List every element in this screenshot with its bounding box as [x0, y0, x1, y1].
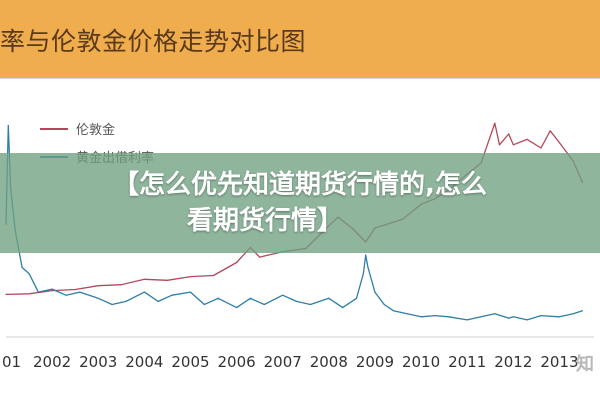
series-1-point [420, 316, 422, 318]
series-1-point [21, 266, 23, 269]
series-1-point [508, 317, 510, 319]
series-0-point [512, 144, 514, 146]
series-1-point [236, 307, 238, 309]
series-1-point [65, 294, 67, 296]
series-1-point [581, 310, 584, 312]
series-1-point [97, 297, 99, 299]
headline-line-1: 【怎么优先知道期货行情的,怎么 [113, 170, 487, 200]
series-0-point [259, 256, 261, 258]
series-1-point [406, 313, 408, 315]
series-1-point [328, 297, 330, 299]
series-line-1 [5, 124, 583, 321]
x-tick-label: 2002 [33, 353, 71, 371]
series-0-point [236, 261, 238, 264]
series-0-point [189, 276, 192, 278]
series-1-point [572, 313, 574, 315]
series-1-point [342, 307, 344, 309]
legend-label-0: 伦敦金 [76, 122, 115, 138]
series-1-point [203, 303, 205, 306]
series-0-point [212, 274, 215, 277]
series-1-point [512, 316, 514, 318]
series-1-point [189, 291, 192, 293]
series-1-point [367, 266, 369, 269]
series-0-point [74, 288, 76, 291]
series-1-point [171, 294, 173, 296]
series-1-point [157, 300, 159, 302]
series-0-point [28, 293, 30, 295]
series-1-point [383, 303, 385, 306]
series-0-point [5, 293, 7, 295]
series-0-point [494, 122, 496, 124]
series-0-point [508, 133, 510, 135]
series-0-point [540, 147, 542, 149]
x-tick-label: 2009 [356, 353, 394, 371]
series-1-point [7, 124, 9, 127]
x-tick-label: 2006 [217, 353, 255, 371]
headline-line-2: 看期货行情】 [186, 206, 343, 236]
x-tick-label: 2013 [540, 353, 578, 371]
series-1-point [392, 310, 394, 312]
chart-title: 率与伦敦金价格走势对比图 [0, 27, 307, 56]
series-1-point [540, 315, 542, 317]
series-1-point [282, 294, 284, 296]
x-tick-label: 2005 [171, 353, 209, 371]
series-1-point [28, 273, 30, 275]
headline-overlay: 【怎么优先知道期货行情的,怎么 看期货行情】 [0, 153, 600, 253]
watermark-logo: 知 [576, 354, 594, 375]
series-1-point [51, 288, 53, 290]
series-1-point [37, 291, 39, 293]
series-0-point [549, 130, 551, 132]
x-tick-label: 2004 [125, 353, 163, 371]
x-tick-label: 01 [2, 353, 21, 371]
x-tick-label: 2007 [264, 353, 302, 371]
series-0-point [558, 142, 561, 144]
series-1-point [434, 315, 436, 317]
series-1-point [448, 316, 450, 318]
series-1-point [263, 303, 265, 306]
series-0-point [120, 284, 122, 286]
x-tick-label: 2003 [79, 353, 117, 371]
series-0-point [97, 285, 99, 287]
series-0-point [51, 290, 53, 292]
x-tick-label: 2008 [310, 353, 348, 371]
series-1-point [295, 300, 298, 302]
series-1-point [494, 313, 496, 315]
series-1-point [480, 316, 482, 318]
series-1-point [374, 291, 376, 293]
chart-title-bar: 率与伦敦金价格走势对比图 [0, 0, 600, 78]
series-1-point [355, 297, 358, 299]
series-0-point [526, 138, 528, 140]
series-1-point [111, 303, 113, 306]
x-tick-label: 2011 [448, 353, 486, 371]
series-1-point [365, 254, 367, 256]
series-0-point [498, 144, 501, 146]
series-1-point [558, 316, 561, 318]
series-1-point [466, 319, 468, 321]
series-1-point [217, 297, 219, 299]
x-tick-label: 2012 [494, 353, 532, 371]
series-1-point [249, 297, 251, 299]
series-1-point [309, 303, 311, 306]
series-0-point [166, 279, 168, 281]
series-1-point [125, 300, 127, 302]
x-tick-label: 2010 [402, 353, 440, 371]
series-1-point [362, 273, 364, 275]
series-1-point [79, 291, 81, 293]
series-1-point [526, 319, 528, 321]
series-1-point [143, 291, 145, 293]
series-0-point [143, 278, 145, 280]
